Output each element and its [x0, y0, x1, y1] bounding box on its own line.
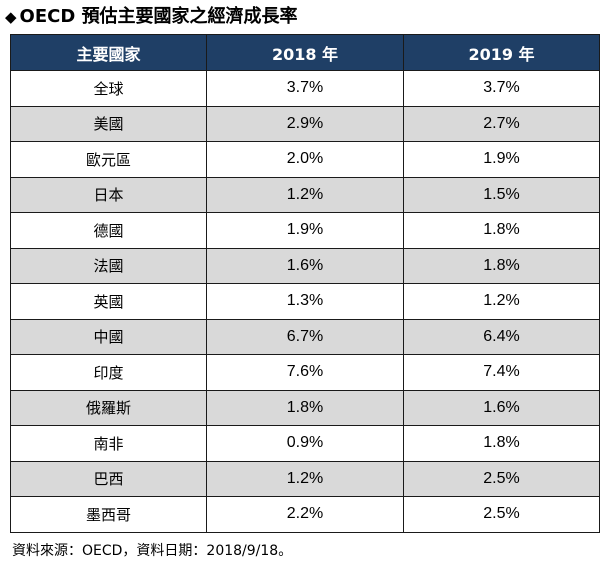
cell-country: 印度: [10, 354, 207, 391]
cell-2018: 1.3%: [206, 283, 404, 320]
cell-2019: 1.2%: [403, 283, 600, 320]
cell-country: 全球: [10, 70, 207, 107]
cell-2018: 1.6%: [206, 247, 404, 284]
table-row: 英國 1.3% 1.2%: [10, 283, 600, 320]
cell-2019: 1.6%: [403, 389, 600, 426]
table-row: 法國 1.6% 1.8%: [10, 247, 600, 284]
cell-2018: 1.9%: [206, 212, 404, 249]
cell-2019: 3.7%: [403, 70, 600, 107]
table-body: 全球 3.7% 3.7% 美國 2.9% 2.7% 歐元區 2.0% 1.9% 日本 1.2% 1.5…: [10, 70, 600, 533]
cell-country: 南非: [10, 425, 207, 462]
cell-2018: 0.9%: [206, 425, 404, 462]
table-row: 全球 3.7% 3.7%: [10, 70, 600, 107]
cell-2019: 1.8%: [403, 425, 600, 462]
cell-2019: 2.7%: [403, 105, 600, 142]
page-title: ◆ OECD 預估主要國家之經濟成長率: [5, 4, 298, 30]
cell-2018: 1.2%: [206, 176, 404, 213]
diamond-bullet-icon: ◆: [5, 8, 17, 26]
cell-2019: 7.4%: [403, 354, 600, 391]
table-row: 南非 0.9% 1.8%: [10, 425, 600, 462]
source-footnote: 資料來源：OECD，資料日期：2018/9/18。: [12, 543, 293, 559]
cell-2019: 6.4%: [403, 318, 600, 355]
header-country: 主要國家: [10, 34, 207, 71]
cell-2018: 7.6%: [206, 354, 404, 391]
cell-2019: 2.5%: [403, 496, 600, 533]
cell-2018: 1.8%: [206, 389, 404, 426]
cell-country: 英國: [10, 283, 207, 320]
cell-2018: 1.2%: [206, 460, 404, 497]
cell-2018: 2.2%: [206, 496, 404, 533]
cell-country: 美國: [10, 105, 207, 142]
growth-rate-table: 主要國家 2018 年 2019 年 全球 3.7% 3.7% 美國 2.9% 2.7% 歐…: [10, 34, 600, 533]
cell-2019: 1.5%: [403, 176, 600, 213]
table-row: 俄羅斯 1.8% 1.6%: [10, 389, 600, 426]
cell-2018: 6.7%: [206, 318, 404, 355]
table-row: 美國 2.9% 2.7%: [10, 105, 600, 142]
cell-2019: 1.9%: [403, 141, 600, 178]
cell-country: 墨西哥: [10, 496, 207, 533]
table-row: 德國 1.9% 1.8%: [10, 212, 600, 249]
cell-country: 德國: [10, 212, 207, 249]
cell-2019: 2.5%: [403, 460, 600, 497]
cell-country: 法國: [10, 247, 207, 284]
table-header-row: 主要國家 2018 年 2019 年: [10, 34, 600, 71]
table-row: 印度 7.6% 7.4%: [10, 354, 600, 391]
cell-country: 俄羅斯: [10, 389, 207, 426]
header-2019: 2019 年: [403, 34, 600, 71]
cell-country: 歐元區: [10, 141, 207, 178]
table-row: 巴西 1.2% 2.5%: [10, 460, 600, 497]
cell-country: 日本: [10, 176, 207, 213]
header-2018: 2018 年: [206, 34, 404, 71]
cell-2019: 1.8%: [403, 212, 600, 249]
cell-country: 中國: [10, 318, 207, 355]
table-row: 日本 1.2% 1.5%: [10, 176, 600, 213]
cell-country: 巴西: [10, 460, 207, 497]
cell-2018: 2.9%: [206, 105, 404, 142]
cell-2019: 1.8%: [403, 247, 600, 284]
table-row: 墨西哥 2.2% 2.5%: [10, 496, 600, 533]
title-text: OECD 預估主要國家之經濟成長率: [19, 6, 298, 27]
cell-2018: 2.0%: [206, 141, 404, 178]
cell-2018: 3.7%: [206, 70, 404, 107]
table-row: 歐元區 2.0% 1.9%: [10, 141, 600, 178]
table-row: 中國 6.7% 6.4%: [10, 318, 600, 355]
